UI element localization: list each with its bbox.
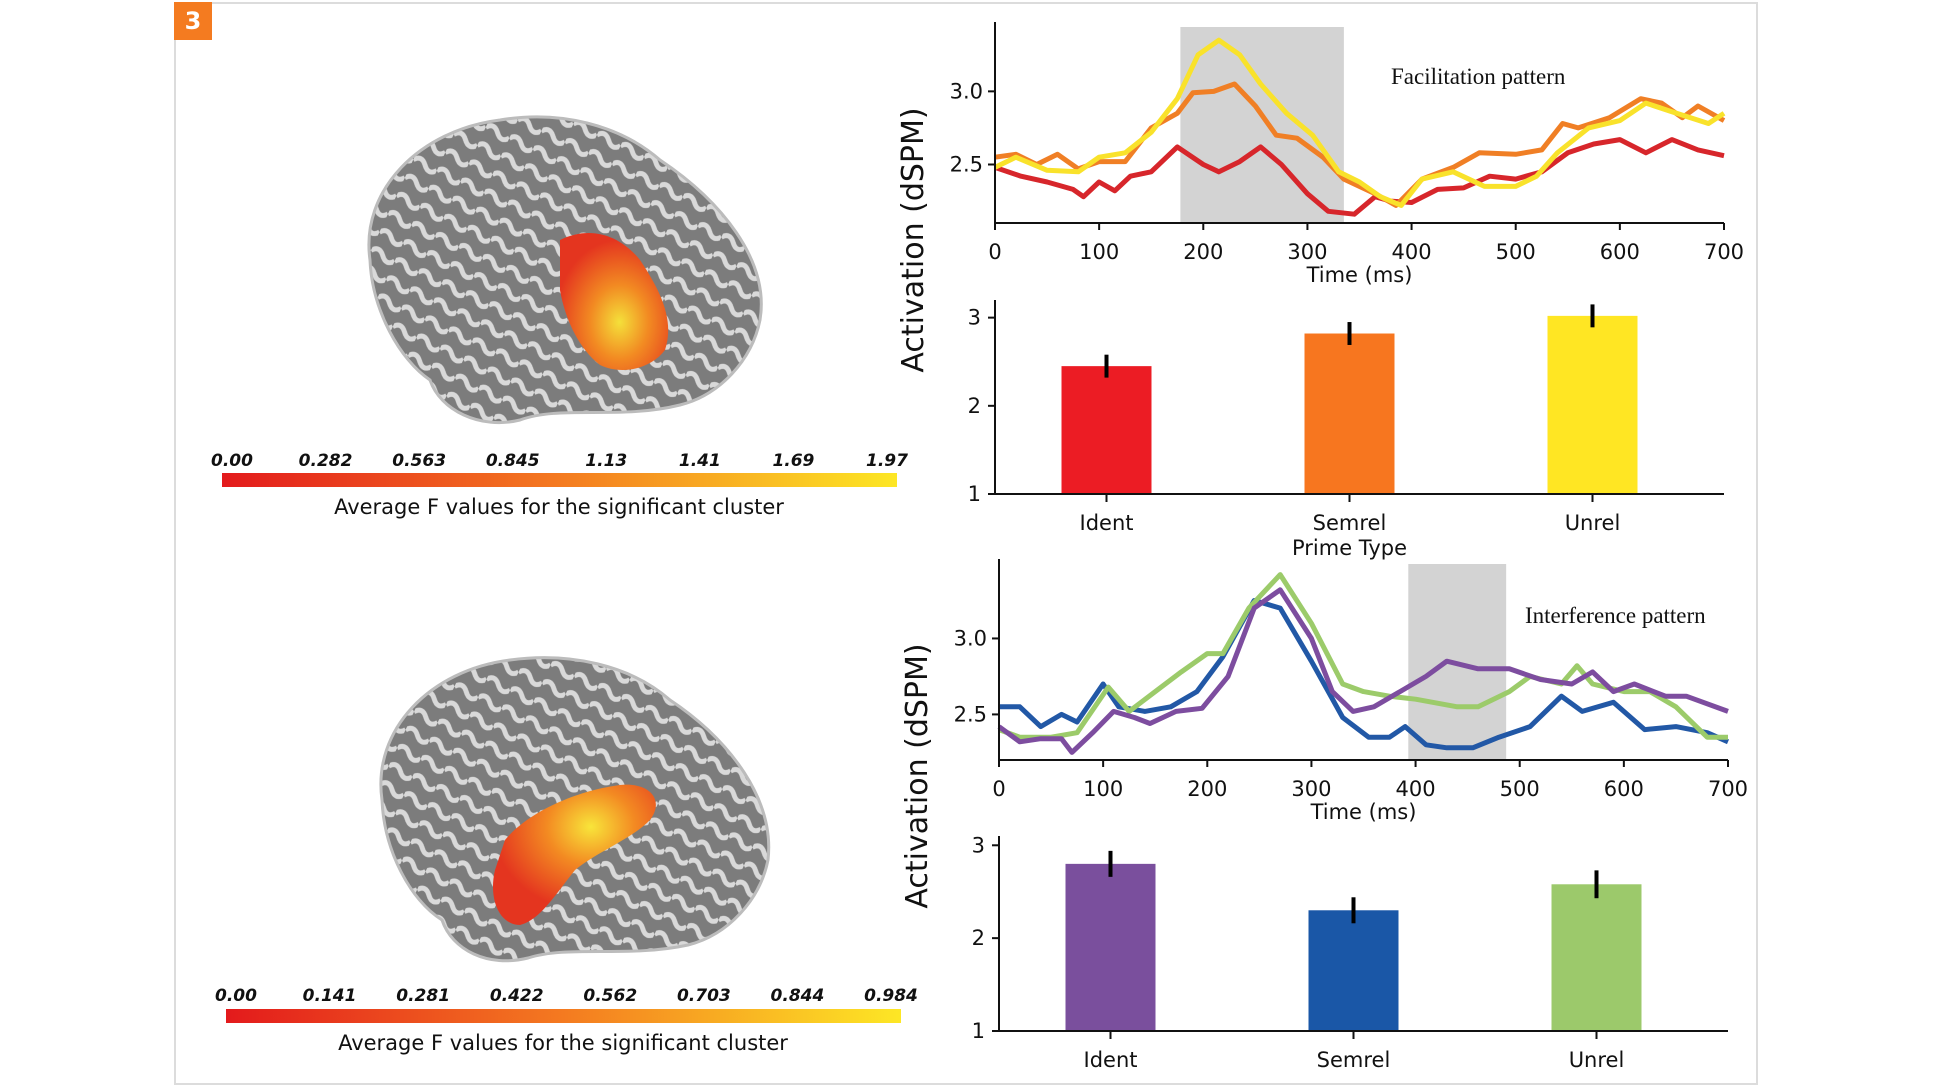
colorbar-caption: Average F values for the significant clu… <box>338 1031 788 1055</box>
colorbar-tick-label: 0.422 <box>490 986 544 1006</box>
series-line <box>994 137 1725 217</box>
colorbar-tick-label: 0.00 <box>211 451 253 471</box>
figure-frame <box>174 2 1758 1085</box>
colorbar-tick-label: 0.562 <box>583 986 637 1006</box>
colorbar-tick-label: 0.141 <box>303 986 357 1006</box>
x-tick-label: 300 <box>1287 240 1327 264</box>
x-axis-label: Time (ms) <box>1310 800 1417 824</box>
colorbar-bottom: Average F values for the significant clu… <box>215 986 918 1055</box>
series-line <box>993 37 1726 208</box>
colorbar-tick-label: 1.69 <box>772 451 814 471</box>
x-tick-label: 500 <box>1496 240 1536 264</box>
y-tick-label: 2.5 <box>954 702 987 726</box>
x-tick-label: Ident <box>1084 1048 1138 1072</box>
colorbar-tick-label: 0.984 <box>864 986 918 1006</box>
brain-surface-bottom <box>379 656 771 963</box>
colorbar-tick-label: 0.00 <box>215 986 257 1006</box>
x-tick-label: Unrel <box>1569 1048 1625 1072</box>
x-axis-label: Prime Type <box>1292 536 1407 560</box>
x-tick-label: 500 <box>1500 777 1540 801</box>
y-tick-label: 1 <box>968 482 981 506</box>
y-tick-label: 2 <box>972 926 985 950</box>
x-tick-label: Unrel <box>1565 511 1621 535</box>
bar-unrel <box>1551 884 1642 1031</box>
figure-number-badge: 3 <box>174 2 212 40</box>
y-axis-label-top: Activation (dSPM) <box>896 107 931 372</box>
y-tick-label: 3 <box>972 833 985 857</box>
y-tick-label: 3.0 <box>954 626 987 650</box>
series-line <box>997 587 1729 755</box>
brain-surface-top <box>367 115 763 425</box>
x-tick-label: Ident <box>1080 511 1134 535</box>
x-tick-label: 400 <box>1392 240 1432 264</box>
series-line <box>998 572 1728 740</box>
x-tick-label: 0 <box>992 777 1005 801</box>
x-tick-label: 0 <box>988 240 1001 264</box>
colorbar-caption: Average F values for the significant clu… <box>334 495 784 519</box>
colorbar-tick-label: 0.281 <box>396 986 450 1006</box>
colorbar-gradient <box>226 1009 901 1023</box>
x-tick-label: 600 <box>1600 240 1640 264</box>
bar-semrel <box>1304 333 1395 494</box>
x-tick-label: 100 <box>1083 777 1123 801</box>
series-line <box>999 598 1730 751</box>
line-chart: 0 100 200 300 400 500 600 700 2.5 3.0 Time (ms) Fac… <box>950 22 1744 287</box>
pattern-annotation: Facilitation pattern <box>1391 64 1566 89</box>
colorbar-tick-label: 1.13 <box>585 451 627 471</box>
colorbar-gradient <box>222 473 897 487</box>
activation-cluster-top <box>560 232 669 370</box>
bar-chart: Ident Semrel Unrel 1 2 3 <box>972 833 1728 1072</box>
colorbar-tick-label: 1.41 <box>679 451 721 471</box>
bar-ident <box>1061 366 1152 494</box>
bar-unrel <box>1547 315 1638 494</box>
colorbar-tick-label: 0.845 <box>486 451 540 471</box>
bar-chart: Ident Semrel Unrel 1 2 3 Prime Type <box>968 300 1724 560</box>
bar-ident <box>1065 863 1156 1031</box>
pattern-annotation: Interference pattern <box>1525 603 1706 628</box>
y-tick-label: 3.0 <box>950 79 983 103</box>
activation-cluster-bottom <box>492 784 656 925</box>
x-tick-label: 200 <box>1187 777 1227 801</box>
colorbar-tick-label: 0.703 <box>677 986 731 1006</box>
x-tick-label: 300 <box>1291 777 1331 801</box>
y-tick-label: 2 <box>968 394 981 418</box>
x-tick-label: 700 <box>1708 777 1748 801</box>
colorbar-tick-label: 1.97 <box>866 451 908 471</box>
colorbar-tick-label: 0.844 <box>771 986 825 1006</box>
colorbar-top: Average F values for the significant clu… <box>211 451 908 519</box>
x-tick-label: 600 <box>1604 777 1644 801</box>
shaded-time-window <box>1180 27 1344 223</box>
y-tick-label: 1 <box>972 1019 985 1043</box>
colorbar-tick-label: 0.282 <box>299 451 353 471</box>
y-tick-label: 2.5 <box>950 152 983 176</box>
line-chart: 0 100 200 300 400 500 600 700 2.5 3.0 Time (ms) Int… <box>954 559 1748 824</box>
colorbar-tick-label: 0.563 <box>392 451 446 471</box>
y-tick-label: 3 <box>968 306 981 330</box>
x-tick-label: Semrel <box>1317 1048 1391 1072</box>
x-tick-label: Semrel <box>1313 511 1387 535</box>
y-axis-label-bottom: Activation (dSPM) <box>900 643 935 908</box>
bar-semrel <box>1308 910 1399 1031</box>
x-axis-label: Time (ms) <box>1306 263 1413 287</box>
x-tick-label: 100 <box>1079 240 1119 264</box>
x-tick-label: 400 <box>1396 777 1436 801</box>
x-tick-label: 200 <box>1183 240 1223 264</box>
x-tick-label: 700 <box>1704 240 1744 264</box>
